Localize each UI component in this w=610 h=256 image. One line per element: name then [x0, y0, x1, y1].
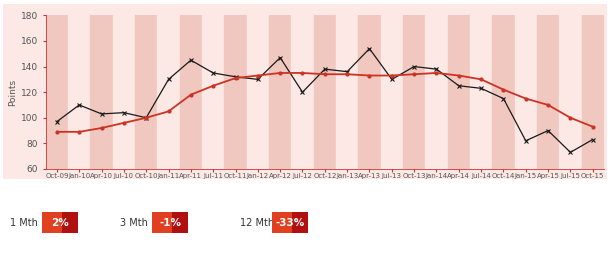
FancyBboxPatch shape: [292, 212, 308, 233]
'firmus energy Index': [210, 71, 217, 74]
'firmus energy Index': [120, 111, 127, 114]
'12 Month Rolling Average': [522, 97, 529, 100]
Text: 1 Mth: 1 Mth: [10, 218, 38, 228]
'12 Month Rolling Average': [343, 73, 351, 76]
Bar: [559, 15, 581, 169]
Text: 2%: 2%: [51, 218, 69, 228]
'firmus energy Index': [366, 47, 373, 50]
'12 Month Rolling Average': [232, 77, 239, 80]
Bar: [403, 15, 425, 169]
Bar: [157, 15, 180, 169]
'firmus energy Index': [343, 70, 351, 73]
'firmus energy Index': [567, 151, 574, 154]
Bar: [425, 15, 448, 169]
'12 Month Rolling Average': [53, 130, 60, 133]
Bar: [269, 15, 292, 169]
'12 Month Rolling Average': [411, 73, 418, 76]
Bar: [292, 15, 314, 169]
Bar: [381, 15, 403, 169]
'12 Month Rolling Average': [299, 71, 306, 74]
'12 Month Rolling Average': [98, 126, 106, 130]
FancyBboxPatch shape: [152, 212, 172, 233]
'12 Month Rolling Average': [321, 73, 329, 76]
'firmus energy Index': [545, 129, 552, 132]
Bar: [46, 15, 68, 169]
'12 Month Rolling Average': [589, 125, 597, 128]
'firmus energy Index': [411, 65, 418, 68]
'firmus energy Index': [522, 139, 529, 142]
'firmus energy Index': [232, 75, 239, 78]
Text: 12 Mth: 12 Mth: [240, 218, 274, 228]
'12 Month Rolling Average': [210, 84, 217, 87]
'12 Month Rolling Average': [478, 78, 485, 81]
'firmus energy Index': [187, 59, 195, 62]
Text: -1%: -1%: [159, 218, 181, 228]
'firmus energy Index': [500, 97, 507, 100]
'12 Month Rolling Average': [187, 93, 195, 96]
'12 Month Rolling Average': [165, 110, 172, 113]
Text: -33%: -33%: [275, 218, 304, 228]
Bar: [224, 15, 246, 169]
Bar: [68, 15, 90, 169]
'12 Month Rolling Average': [276, 71, 284, 74]
'firmus energy Index': [321, 68, 329, 71]
'firmus energy Index': [53, 120, 60, 123]
Bar: [537, 15, 559, 169]
'firmus energy Index': [76, 103, 83, 106]
'12 Month Rolling Average': [567, 116, 574, 119]
'firmus energy Index': [388, 78, 395, 81]
'firmus energy Index': [455, 84, 462, 87]
Y-axis label: Points: Points: [8, 79, 16, 106]
'12 Month Rolling Average': [254, 74, 262, 77]
FancyBboxPatch shape: [42, 212, 62, 233]
Bar: [515, 15, 537, 169]
'firmus energy Index': [589, 138, 597, 141]
'12 Month Rolling Average': [366, 74, 373, 77]
'12 Month Rolling Average': [388, 74, 395, 77]
'firmus energy Index': [433, 68, 440, 71]
'firmus energy Index': [98, 112, 106, 115]
Bar: [135, 15, 157, 169]
'firmus energy Index': [143, 116, 150, 119]
Bar: [202, 15, 224, 169]
Bar: [113, 15, 135, 169]
Bar: [246, 15, 269, 169]
Line: 'firmus energy Index': 'firmus energy Index': [55, 47, 595, 154]
Bar: [448, 15, 470, 169]
'firmus energy Index': [276, 56, 284, 59]
Bar: [581, 15, 604, 169]
'firmus energy Index': [254, 78, 262, 81]
FancyBboxPatch shape: [272, 212, 292, 233]
Bar: [358, 15, 381, 169]
'firmus energy Index': [478, 87, 485, 90]
Bar: [470, 15, 492, 169]
FancyBboxPatch shape: [172, 212, 188, 233]
'12 Month Rolling Average': [143, 116, 150, 119]
Bar: [492, 15, 515, 169]
'firmus energy Index': [165, 78, 172, 81]
'12 Month Rolling Average': [500, 88, 507, 91]
'12 Month Rolling Average': [433, 71, 440, 74]
'12 Month Rolling Average': [120, 121, 127, 124]
Text: 3 Mth: 3 Mth: [120, 218, 148, 228]
'12 Month Rolling Average': [545, 103, 552, 106]
Line: '12 Month Rolling Average': '12 Month Rolling Average': [56, 72, 594, 133]
Bar: [180, 15, 202, 169]
Bar: [314, 15, 336, 169]
Bar: [90, 15, 113, 169]
'12 Month Rolling Average': [76, 130, 83, 133]
'12 Month Rolling Average': [455, 74, 462, 77]
'firmus energy Index': [299, 91, 306, 94]
FancyBboxPatch shape: [0, 0, 610, 185]
FancyBboxPatch shape: [62, 212, 78, 233]
Bar: [336, 15, 358, 169]
